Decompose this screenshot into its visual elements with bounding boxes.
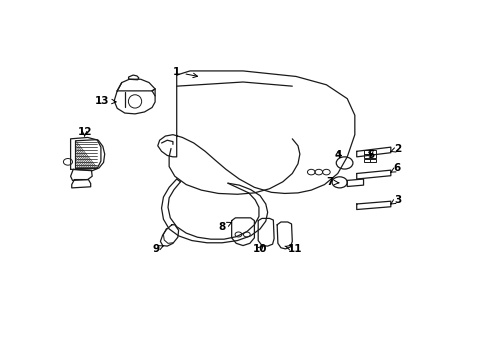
- Text: 3: 3: [390, 195, 400, 205]
- Text: 11: 11: [285, 244, 302, 254]
- Text: 2: 2: [390, 144, 400, 154]
- Bar: [369, 154, 375, 158]
- Bar: [364, 154, 369, 158]
- Text: 6: 6: [390, 163, 400, 174]
- Bar: [364, 159, 369, 162]
- Text: 7: 7: [325, 177, 338, 187]
- Text: 10: 10: [252, 244, 267, 254]
- Bar: [364, 150, 369, 154]
- Text: 12: 12: [77, 127, 92, 138]
- Bar: [369, 159, 375, 162]
- Bar: [369, 150, 375, 154]
- Text: 13: 13: [95, 96, 116, 106]
- Text: 9: 9: [152, 244, 163, 254]
- Text: 4: 4: [334, 150, 342, 159]
- Text: 5: 5: [366, 150, 374, 159]
- Text: 1: 1: [173, 67, 197, 78]
- Text: 8: 8: [218, 222, 231, 232]
